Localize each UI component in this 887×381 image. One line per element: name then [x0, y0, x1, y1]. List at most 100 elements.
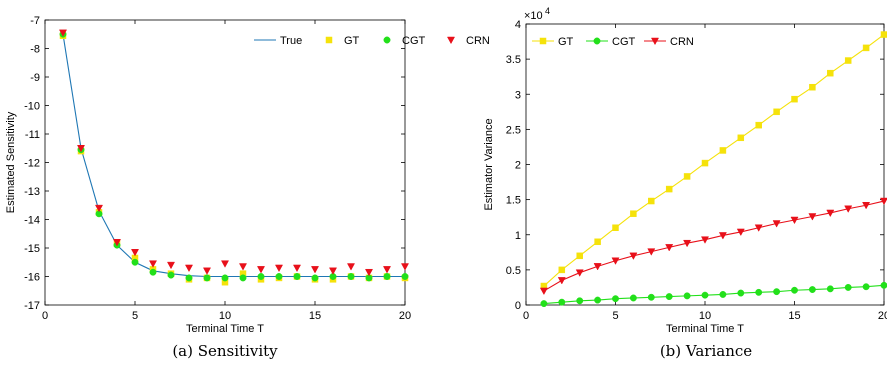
data-point-cgt — [347, 273, 355, 280]
y-tick-label: 3 — [515, 89, 521, 101]
data-point-cgt — [791, 286, 798, 294]
y-tick-label: 0.5 — [506, 265, 521, 277]
data-point-crn — [292, 264, 302, 273]
y-tick-label: -17 — [24, 300, 40, 312]
data-point-cgt — [540, 300, 548, 308]
data-point-crn — [310, 266, 320, 274]
legend-label-gt: GT — [558, 36, 574, 48]
data-point-crn — [772, 220, 781, 228]
y-tick-label: 4 — [515, 19, 521, 31]
data-point-gt — [773, 108, 780, 116]
data-point-cgt — [311, 274, 319, 282]
data-point-crn — [665, 244, 674, 252]
legend-marker-cgt — [593, 37, 601, 45]
data-point-cgt — [383, 273, 391, 280]
variance-chart: 0 5 10 15 20 0 0.5 1 1.5 2 2.5 3 3.5 4 Terminal Time T… — [483, 6, 887, 360]
legend-label-cgt: CGT — [402, 35, 426, 47]
x-tick-label: 10 — [699, 310, 711, 322]
data-point-cgt — [737, 289, 745, 297]
x-tick-label: 15 — [309, 310, 321, 322]
data-point-gt — [844, 57, 852, 64]
y-exponent-base: ×10 — [524, 10, 543, 22]
data-point-crn — [400, 263, 410, 271]
data-point-cgt — [683, 292, 691, 300]
data-point-cgt — [701, 291, 709, 299]
data-point-gt — [862, 44, 870, 52]
y-tick-label: -8 — [30, 44, 40, 56]
y-tick-label: 2 — [515, 160, 521, 172]
series-cgt — [59, 30, 409, 282]
data-point-cgt — [293, 273, 301, 280]
y-tick-label: 1.5 — [506, 195, 521, 207]
data-point-crn — [346, 263, 356, 271]
x-tick-label: 10 — [219, 310, 231, 322]
data-point-crn — [112, 239, 122, 247]
data-point-cgt — [576, 297, 584, 305]
legend-label-cgt: CGT — [612, 36, 636, 48]
data-point-gt — [630, 210, 637, 217]
data-point-gt — [719, 147, 727, 154]
legend-marker-gt — [539, 37, 547, 45]
data-point-crn — [629, 252, 638, 260]
data-point-gt — [809, 83, 816, 91]
data-point-cgt — [167, 271, 175, 279]
data-point-crn — [754, 224, 763, 232]
data-point-crn — [274, 264, 284, 273]
x-tick-label: 5 — [132, 310, 138, 322]
data-point-cgt — [880, 281, 887, 289]
data-point-crn — [130, 249, 140, 257]
data-point-crn — [790, 216, 799, 225]
data-point-crn — [539, 287, 548, 296]
data-point-crn — [166, 261, 176, 270]
data-point-cgt — [185, 274, 193, 282]
data-point-crn — [611, 257, 620, 265]
data-point-crn — [76, 145, 86, 153]
data-point-cgt — [629, 294, 637, 302]
y-tick-label: -9 — [30, 72, 40, 84]
data-point-crn — [575, 269, 584, 277]
data-point-crn — [647, 248, 656, 256]
data-point-crn — [808, 213, 817, 221]
data-point-crn — [220, 260, 230, 268]
data-point-crn — [718, 232, 727, 240]
data-point-cgt — [719, 291, 727, 298]
y-tick-label: -7 — [30, 15, 40, 27]
series-cgt — [540, 281, 887, 308]
y-tick-label: -16 — [24, 272, 40, 284]
legend-label-crn: CRN — [670, 36, 694, 48]
data-point-crn — [683, 239, 692, 248]
data-point-cgt — [221, 274, 229, 282]
x-tick-label: 0 — [42, 310, 48, 322]
series-crn — [58, 29, 410, 277]
data-point-crn — [148, 260, 158, 268]
data-point-cgt — [826, 285, 834, 293]
data-point-crn — [736, 228, 745, 237]
data-point-cgt — [647, 293, 655, 301]
y-exponent-power: 4 — [545, 6, 550, 16]
data-point-cgt — [257, 273, 265, 280]
y-tick-label: 0 — [515, 300, 521, 312]
x-tick-label: 20 — [399, 310, 411, 322]
data-point-gt — [594, 238, 601, 246]
legend-label-true: True — [280, 35, 302, 47]
data-point-cgt — [808, 286, 816, 293]
data-point-gt — [612, 224, 619, 231]
y-tick-label: -12 — [24, 158, 40, 170]
x-tick-label: 20 — [878, 310, 887, 322]
data-point-gt — [576, 252, 583, 260]
data-point-crn — [364, 268, 374, 277]
data-point-cgt — [203, 274, 211, 282]
data-point-cgt — [612, 295, 619, 303]
data-point-gt — [791, 95, 798, 103]
data-point-cgt — [862, 283, 870, 291]
data-point-crn — [844, 205, 853, 213]
data-point-crn — [700, 236, 710, 244]
y-tick-label: 3.5 — [506, 54, 521, 66]
x-axis-label: Terminal Time T — [186, 323, 264, 335]
data-point-crn — [238, 263, 248, 271]
legend-label-crn: CRN — [466, 35, 490, 47]
y-tick-label: -10 — [24, 101, 40, 113]
y-axis-label: Estimated Sensitivity — [5, 111, 17, 213]
legend: True GT CGT CRN — [254, 35, 490, 47]
